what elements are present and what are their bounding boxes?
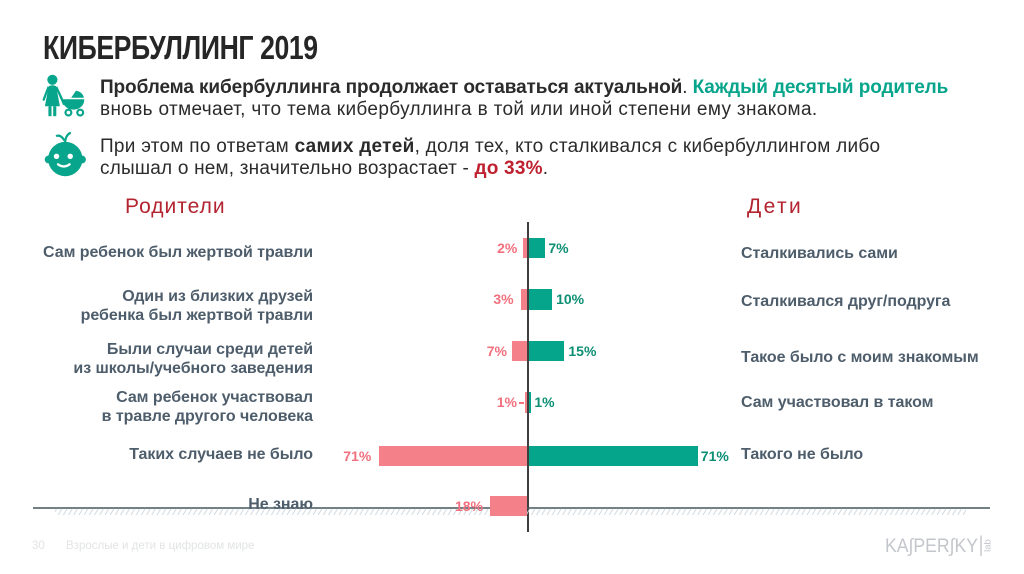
svg-text:lab: lab bbox=[983, 539, 994, 552]
svg-text:KA∫PER∫KY: KA∫PER∫KY bbox=[885, 536, 978, 557]
